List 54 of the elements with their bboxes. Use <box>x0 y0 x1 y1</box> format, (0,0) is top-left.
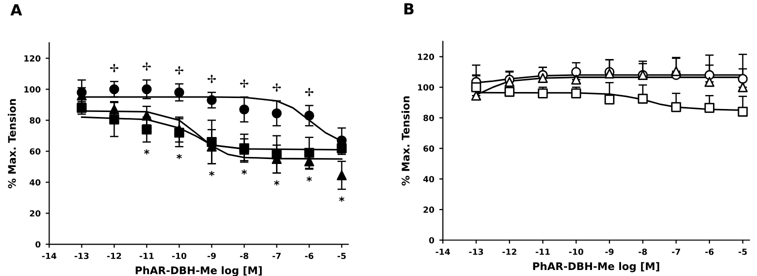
x-tick-label: -13 <box>469 248 484 255</box>
y-tick-label: 20 <box>30 210 40 217</box>
y-tick-label: 40 <box>30 179 40 186</box>
data-label: * <box>209 170 214 176</box>
x-tick-label: -5 <box>338 252 346 260</box>
data-label: * <box>306 176 312 182</box>
y-tick-label: 100 <box>24 86 40 93</box>
x-tick-label: -14 <box>436 248 450 255</box>
x-tick-label: -11 <box>536 248 550 255</box>
y-tick-label: 60 <box>30 148 40 155</box>
y-axis-title: % Max. Tension <box>8 99 16 188</box>
x-tick-label: -8 <box>638 248 647 255</box>
y-tick-label: 120 <box>24 55 40 62</box>
x-tick-label: -6 <box>705 248 714 255</box>
data-label: * <box>144 149 150 154</box>
data-label: * <box>242 169 247 175</box>
data-label: * <box>339 196 344 202</box>
x-tick-label: -6 <box>305 252 314 260</box>
data-label: ✢ <box>240 79 248 88</box>
y-tick-label: 80 <box>30 117 40 124</box>
y-tick-label: 120 <box>418 54 434 60</box>
x-tick-label: -9 <box>208 252 216 260</box>
x-tick-label: -9 <box>605 248 614 255</box>
data-label: * <box>176 154 182 160</box>
chart-title: A <box>10 4 22 16</box>
x-tick-label: -10 <box>172 252 186 260</box>
x-tick-label: -10 <box>569 248 584 255</box>
y-tick-label: 100 <box>418 84 434 91</box>
x-axis-title: PhAR-DBH-Me log [M] <box>136 266 262 276</box>
x-tick-label: -8 <box>240 252 248 260</box>
y-axis-title: % Max. Tension <box>401 96 410 186</box>
x-tick-label: -11 <box>140 252 154 259</box>
x-tick-label: -7 <box>272 252 281 259</box>
y-tick-label: 40 <box>423 176 434 182</box>
x-tick-label: -13 <box>74 252 89 260</box>
data-label: ✢ <box>208 74 216 84</box>
data-label: ✢ <box>305 88 314 96</box>
y-tick-label: 0 <box>35 241 40 248</box>
x-tick-label: -7 <box>672 248 680 255</box>
x-tick-label: -5 <box>738 248 747 255</box>
x-tick-label: -14 <box>42 252 56 259</box>
x-axis-title: PhAR-DBH-Me log [M] <box>533 262 660 272</box>
y-tick-label: 0 <box>429 237 434 244</box>
y-tick-label: 80 <box>423 114 434 122</box>
data-label: ✢ <box>142 62 151 71</box>
chart-title: B <box>404 3 414 14</box>
x-tick-label: -12 <box>502 248 516 255</box>
data-label: * <box>274 180 280 186</box>
data-label: ✢ <box>175 66 184 75</box>
y-tick-label: 20 <box>424 206 434 213</box>
data-label: ✢ <box>110 64 118 72</box>
y-tick-label: 60 <box>423 145 434 152</box>
data-label: ✢ <box>272 83 281 92</box>
x-tick-label: -12 <box>107 252 122 259</box>
